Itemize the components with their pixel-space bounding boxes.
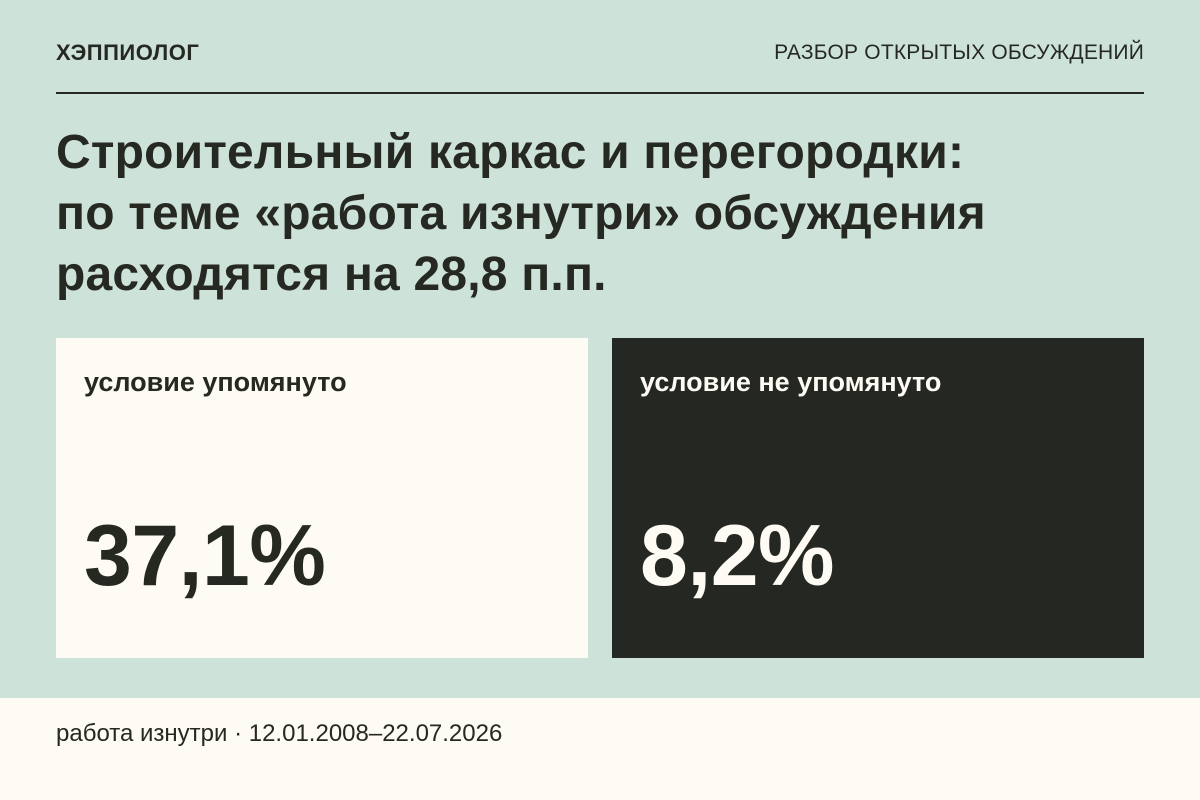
headline-line-3: расходятся на 28,8 п.п. — [56, 248, 607, 301]
card-label: условие не упомянуто — [640, 367, 942, 397]
card-label: условие упомянуто — [84, 367, 347, 397]
card-value: 37,1% — [84, 508, 326, 604]
footer: работа изнутри · 12.01.2008–22.07.2026 — [0, 698, 1200, 800]
headline: Строительный каркас и перегородки: по те… — [56, 122, 1156, 305]
card-condition-mentioned: условие упомянуто 37,1% — [56, 338, 588, 658]
header-divider — [56, 92, 1144, 94]
footer-caption: работа изнутри · 12.01.2008–22.07.2026 — [56, 720, 503, 747]
headline-line-2: по теме «работа изнутри» обсуждения — [56, 187, 986, 240]
headline-line-1: Строительный каркас и перегородки: — [56, 126, 965, 179]
section-title: РАЗБОР ОТКРЫТЫХ ОБСУЖДЕНИЙ — [774, 41, 1144, 64]
header: ХЭППИОЛОГ РАЗБОР ОТКРЫТЫХ ОБСУЖДЕНИЙ — [56, 36, 1144, 70]
card-condition-not-mentioned: условие не упомянуто 8,2% — [612, 338, 1144, 658]
card-value: 8,2% — [640, 508, 835, 604]
brand-name: ХЭППИОЛОГ — [56, 40, 200, 65]
